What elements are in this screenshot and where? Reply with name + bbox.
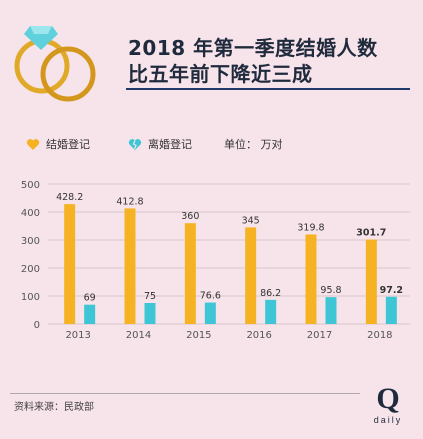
divorce-value-label: 76.6 bbox=[200, 291, 221, 302]
qdaily-logo: Q daily bbox=[374, 382, 403, 425]
divorce-value-label: 75 bbox=[144, 291, 156, 302]
marriage-bar bbox=[184, 223, 196, 324]
x-tick-label: 2015 bbox=[186, 330, 211, 341]
y-tick-label: 0 bbox=[34, 320, 40, 331]
broken-heart-icon bbox=[128, 138, 142, 150]
y-tick-label: 100 bbox=[21, 292, 40, 303]
y-tick-label: 400 bbox=[21, 208, 40, 219]
legend-item-marriage: 结婚登记 bbox=[26, 136, 90, 152]
source-note: 资料来源：民政部 bbox=[14, 402, 94, 413]
logo-word: daily bbox=[374, 415, 403, 425]
x-tick-label: 2018 bbox=[367, 330, 392, 341]
divorce-value-label: 97.2 bbox=[380, 285, 403, 296]
divorce-bar bbox=[84, 304, 96, 324]
footer-divider bbox=[10, 393, 360, 394]
logo-letter: Q bbox=[376, 382, 399, 415]
bar-chart: 0 100 200 300 400 500 428.2 69 2013 412.8 75 2014 36… bbox=[21, 180, 410, 341]
marriage-value-label: 319.8 bbox=[297, 222, 324, 233]
divorce-bar bbox=[144, 303, 156, 324]
marriage-value-label: 428.2 bbox=[56, 192, 83, 203]
x-tick-label: 2014 bbox=[126, 330, 151, 341]
wedding-rings-icon bbox=[14, 26, 96, 102]
page-title-line-2: 比五年前下降近三成 bbox=[128, 62, 313, 86]
divorce-value-label: 95.8 bbox=[320, 285, 341, 296]
marriage-bar bbox=[64, 204, 76, 324]
divorce-bar bbox=[325, 297, 337, 324]
marriage-bar bbox=[365, 239, 377, 324]
x-tick-label: 2013 bbox=[65, 330, 90, 341]
divorce-bar bbox=[265, 299, 277, 324]
title-divider bbox=[126, 88, 410, 90]
marriage-bar bbox=[245, 227, 257, 324]
divorce-bar bbox=[204, 302, 216, 324]
y-tick-label: 300 bbox=[21, 236, 40, 247]
y-tick-label: 500 bbox=[21, 180, 40, 191]
marriage-bar bbox=[305, 234, 317, 324]
marriage-value-label: 360 bbox=[181, 211, 199, 222]
x-tick-label: 2016 bbox=[246, 330, 271, 341]
legend-label-marriage: 结婚登记 bbox=[46, 138, 90, 151]
unit-label: 单位： 万对 bbox=[224, 136, 283, 152]
divorce-value-label: 69 bbox=[84, 293, 96, 304]
marriage-value-label: 412.8 bbox=[116, 196, 143, 207]
marriage-value-label: 301.7 bbox=[356, 228, 386, 239]
marriage-value-label: 345 bbox=[242, 215, 260, 226]
divorce-bar bbox=[385, 296, 397, 324]
page-title-line-1: 2018 年第一季度结婚人数 bbox=[128, 36, 378, 60]
divorce-value-label: 86.2 bbox=[260, 288, 281, 299]
y-tick-label: 200 bbox=[21, 264, 40, 275]
legend-label-divorce: 离婚登记 bbox=[148, 138, 192, 151]
heart-icon bbox=[26, 138, 40, 150]
legend-item-divorce: 离婚登记 bbox=[128, 136, 192, 152]
x-tick-label: 2017 bbox=[307, 330, 332, 341]
marriage-bar bbox=[124, 208, 136, 324]
unit-text: 单位： 万对 bbox=[224, 138, 283, 151]
